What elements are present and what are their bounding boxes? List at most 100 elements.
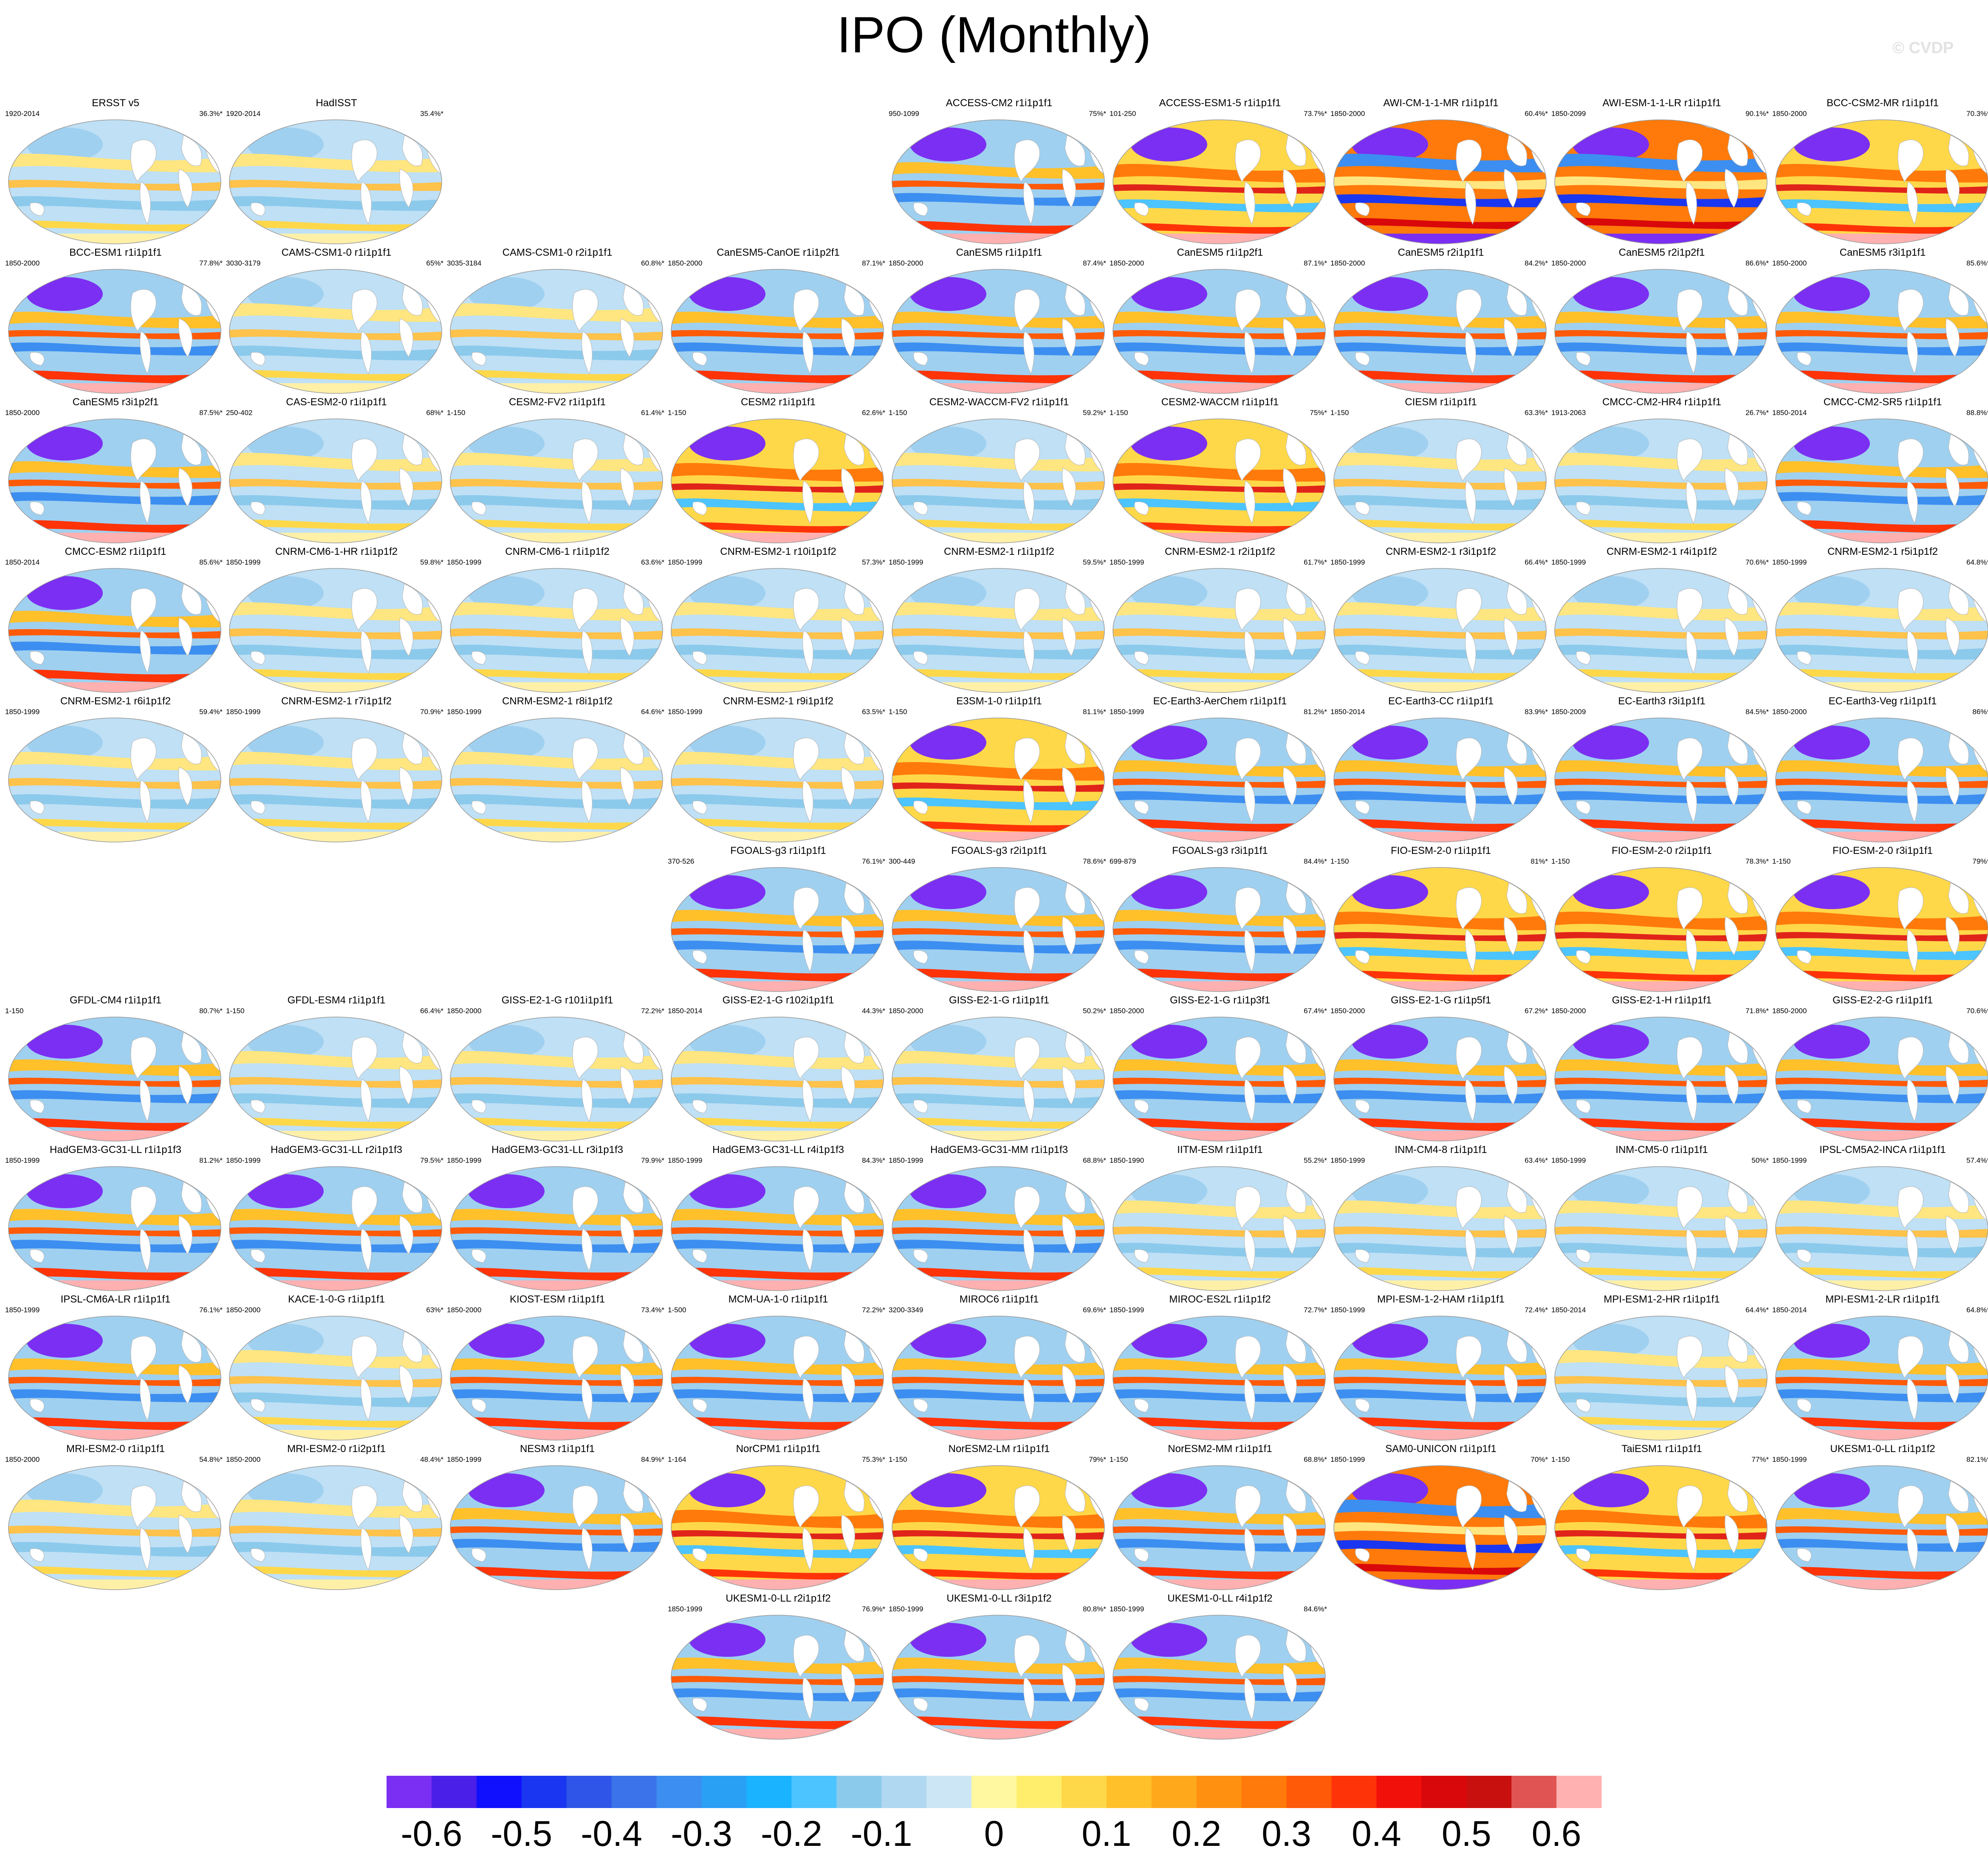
colorbar-swatch [476, 1776, 522, 1808]
map-land [1725, 468, 1739, 507]
map-band [671, 1657, 884, 1675]
map-band [671, 1376, 884, 1386]
map-land [1456, 438, 1482, 482]
panel-years: 1850-2000 [1551, 1007, 1586, 1015]
map-land [1725, 1365, 1739, 1404]
map-land [1062, 1365, 1076, 1404]
map-land [1725, 169, 1739, 208]
map-north-pacific [468, 427, 545, 461]
map-land [1065, 1032, 1086, 1064]
map-band [892, 520, 1104, 531]
map-land [181, 1481, 202, 1512]
panel-years: 1850-2000 [889, 1007, 923, 1015]
map-land [1506, 583, 1528, 615]
map-land [1506, 284, 1528, 316]
map-outline [1113, 269, 1326, 394]
map-band [1555, 311, 1767, 329]
panel-title: CanESM5 r2i1p2f1 [1618, 247, 1705, 258]
panel-percent: 87.5%* [199, 409, 223, 417]
map-band [450, 479, 663, 490]
map-band [8, 819, 221, 830]
map-panel: MIROC-ES2L r1i1p1f2 1850-1999 72.7%* [1110, 1293, 1330, 1446]
map-band [1113, 1226, 1325, 1238]
panel-years: 1850-1999 [5, 708, 40, 716]
panel-percent: 59.5%* [1083, 558, 1106, 566]
map-north-pacific [1131, 1324, 1207, 1358]
map-north-pacific [689, 427, 765, 461]
map-band [1555, 495, 1767, 510]
map-land [1285, 1032, 1307, 1064]
panel-percent: 75.3%* [862, 1455, 885, 1464]
map-outline [1775, 718, 1988, 842]
map-land [1023, 1228, 1034, 1272]
panel-map [1113, 1316, 1326, 1441]
map-outline [8, 418, 221, 543]
colorbar-tick-label: 0.5 [1442, 1814, 1491, 1854]
panel-percent: 81.2%* [199, 1156, 223, 1164]
map-outline [1775, 269, 1988, 394]
map-land [1065, 284, 1086, 316]
map-band [8, 153, 221, 172]
map-land [1065, 434, 1086, 466]
panel-percent: 81.1%* [1083, 708, 1106, 716]
map-band [671, 1417, 884, 1430]
map-land [913, 202, 928, 216]
map-land [1797, 651, 1812, 665]
panel-years: 1850-2000 [1772, 1007, 1807, 1015]
map-land [251, 1399, 265, 1413]
colorbar-tick-label: 0.6 [1532, 1814, 1581, 1854]
colorbar-tick-label: -0.5 [491, 1814, 552, 1854]
panel-title: HadGEM3-GC31-LL r2i1p1f3 [271, 1144, 402, 1156]
panel-percent: 59.2%* [1083, 409, 1106, 417]
map-land [1134, 1548, 1149, 1562]
map-outline [671, 718, 884, 842]
map-land [1677, 1037, 1703, 1080]
map-outline [671, 418, 884, 543]
panel-map [229, 1017, 442, 1141]
map-band [8, 610, 221, 628]
map-land [844, 882, 865, 914]
map-panel: HadGEM3-GC31-LL r2i1p1f3 1850-1999 79.5%* [226, 1144, 447, 1297]
map-outline [8, 1166, 221, 1291]
map-band [450, 1567, 663, 1580]
map-band [1555, 947, 1767, 960]
map-land [802, 1228, 813, 1272]
panel-years: 1-150 [889, 1455, 907, 1464]
map-land [178, 318, 192, 357]
panel-years: 1850-1999 [1330, 1455, 1365, 1464]
panel-percent: 85.6%* [199, 558, 223, 566]
map-band [1776, 628, 1988, 640]
panel-map [1554, 1465, 1768, 1590]
map-outline [1775, 1017, 1988, 1141]
panel-percent: 64.8%* [1966, 558, 1988, 566]
map-north-pacific [247, 1174, 324, 1208]
map-land [1686, 331, 1697, 375]
map-panel: CNRM-ESM2-1 r6i1p1f2 1850-1999 59.4%* [5, 695, 226, 848]
panel-percent: 79.5%* [420, 1156, 443, 1164]
panel-map [671, 269, 884, 394]
map-outline [1554, 1017, 1768, 1141]
panel-percent: 86%* [1972, 708, 1988, 716]
map-band [1555, 194, 1767, 207]
map-land [802, 1527, 813, 1571]
map-outline [8, 1316, 221, 1441]
map-land [361, 780, 372, 823]
map-panel: IPSL-CM6A-LR r1i1p1f1 1850-1999 76.1%* [5, 1293, 226, 1446]
map-panel: HadGEM3-GC31-MM r1i1p1f3 1850-1999 68.8%* [889, 1144, 1110, 1297]
map-land [1134, 950, 1149, 964]
map-land [1062, 916, 1076, 955]
map-land [140, 181, 151, 225]
panel-percent: 87.1%* [862, 259, 885, 267]
panel-map [671, 1465, 884, 1590]
colorbar-swatch [1511, 1776, 1557, 1808]
map-panel: UKESM1-0-LL r1i1p1f2 1850-1999 82.1%* [1772, 1443, 1988, 1596]
map-band [671, 1389, 884, 1402]
map-land [1506, 733, 1528, 765]
map-land [402, 1032, 423, 1064]
map-band [1776, 1200, 1988, 1219]
panel-map [229, 1465, 442, 1590]
map-band [8, 1417, 221, 1430]
map-north-pacific [1352, 127, 1428, 161]
map-land [1065, 135, 1086, 167]
map-panel: ACCESS-CM2 r1i1p1f1 950-1099 75%* [889, 97, 1110, 250]
